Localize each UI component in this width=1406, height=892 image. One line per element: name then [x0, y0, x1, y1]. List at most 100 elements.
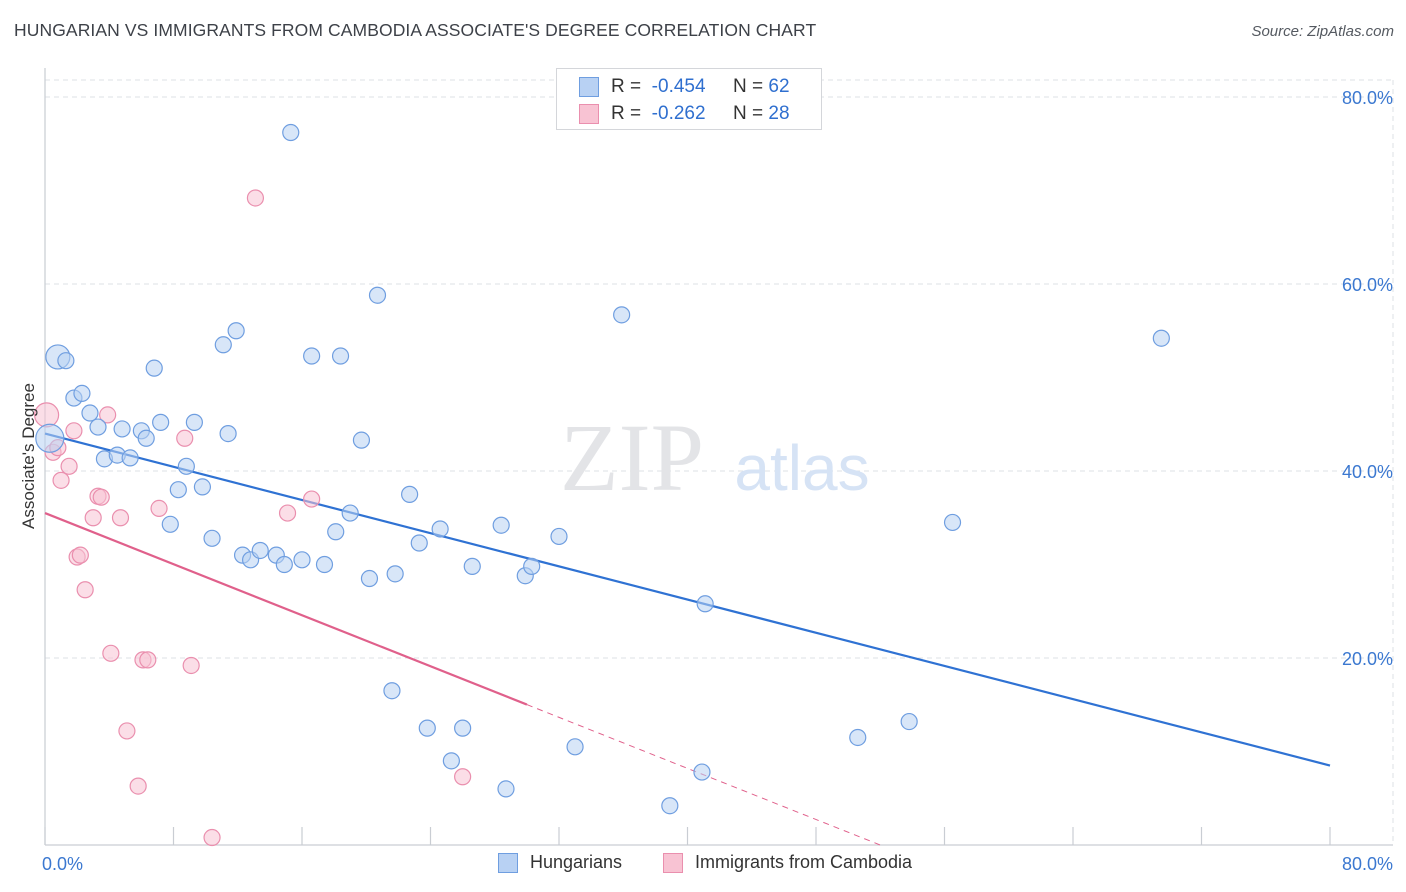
point-cambodia [34, 402, 60, 428]
watermark: ZIP atlas [560, 404, 870, 511]
point-cambodia [182, 656, 200, 675]
point-cambodia [71, 546, 89, 564]
point-hungarians [943, 513, 962, 532]
point-hungarians [383, 682, 401, 700]
source-credit: Source: ZipAtlas.com [1251, 23, 1394, 40]
point-hungarians [613, 306, 631, 324]
x-tick-label: 0.0% [42, 854, 83, 874]
point-hungarians [1152, 329, 1170, 347]
point-hungarians [185, 413, 203, 431]
point-cambodia [278, 504, 297, 522]
point-hungarians [293, 551, 311, 569]
point-cambodia [139, 651, 157, 669]
y-tick-label: 20.0% [1342, 649, 1393, 669]
n-label: N = [733, 76, 764, 97]
point-hungarians [418, 719, 436, 737]
tick-labels: 20.0% 40.0% 60.0% 80.0% 0.0% 80.0% Associate's… [19, 88, 1393, 874]
point-cambodia [246, 189, 265, 207]
point-hungarians [81, 404, 99, 422]
legend-label: Hungarians [530, 852, 623, 872]
point-hungarians [169, 481, 187, 499]
n-label: N = [733, 103, 764, 124]
point-cambodia [92, 488, 110, 506]
point-hungarians [57, 352, 75, 370]
point-hungarians [113, 420, 131, 438]
legend-item-hungarians: Hungarians [498, 852, 622, 873]
point-hungarians [661, 797, 679, 815]
point-hungarians [35, 423, 65, 453]
point-cambodia [99, 406, 117, 424]
point-cambodia [60, 457, 78, 475]
y-axis-label: Associate's Degree [19, 383, 38, 529]
point-hungarians [214, 336, 232, 354]
point-cambodia [111, 509, 130, 527]
point-hungarians [360, 569, 379, 588]
point-hungarians [193, 478, 212, 496]
point-hungarians [327, 523, 345, 541]
point-hungarians [463, 557, 481, 575]
point-cambodia [118, 722, 136, 740]
point-hungarians [331, 347, 350, 365]
point-cambodia [303, 490, 321, 508]
point-hungarians [203, 529, 221, 547]
grid-lines [45, 79, 1394, 845]
legend-swatch-blue [579, 77, 599, 97]
point-hungarians [121, 449, 139, 467]
x-tick-label: 80.0% [1342, 854, 1393, 874]
n-value: 28 [768, 103, 790, 124]
point-cambodia [65, 422, 83, 440]
legend-label: Immigrants from Cambodia [695, 852, 913, 872]
point-cambodia [203, 828, 221, 847]
point-hungarians [152, 413, 170, 431]
point-hungarians [368, 286, 387, 304]
point-hungarians [251, 541, 269, 560]
axes [44, 68, 1393, 846]
legend-swatch-pink [579, 104, 599, 124]
point-hungarians [523, 557, 541, 575]
watermark-zip: ZIP [560, 404, 704, 511]
point-cambodia [150, 499, 168, 517]
data-points [34, 123, 1170, 847]
point-hungarians [454, 719, 472, 737]
legend-row-hungarians: R = -0.454 N = 62 [579, 75, 790, 99]
point-hungarians [401, 485, 419, 503]
point-hungarians [73, 384, 91, 402]
point-cambodia [176, 429, 194, 447]
point-hungarians [386, 565, 404, 583]
point-hungarians [275, 555, 293, 574]
point-hungarians [177, 457, 195, 475]
point-cambodia [102, 644, 120, 662]
series-legend: Hungarians Immigrants from Cambodia [0, 852, 1406, 878]
point-hungarians [442, 752, 460, 770]
point-hungarians [492, 516, 510, 534]
point-cambodia [129, 777, 147, 795]
point-hungarians [161, 515, 179, 533]
n-value: 62 [768, 76, 790, 97]
point-hungarians [900, 712, 918, 731]
point-hungarians [693, 763, 711, 781]
r-value: -0.454 [651, 76, 706, 97]
point-cambodia [84, 509, 102, 527]
point-hungarians [137, 429, 155, 447]
point-hungarians [410, 534, 428, 552]
trend-line-cambodia [44, 512, 528, 706]
y-tick-label: 40.0% [1342, 462, 1393, 482]
point-hungarians [315, 555, 334, 574]
r-label: R = [611, 76, 642, 97]
legend-item-cambodia: Immigrants from Cambodia [663, 852, 912, 873]
point-hungarians [282, 123, 300, 142]
point-hungarians [341, 504, 359, 522]
watermark-atlas: atlas [734, 432, 869, 504]
point-hungarians [497, 780, 515, 798]
point-hungarians [352, 431, 371, 449]
point-hungarians [550, 527, 568, 546]
trend-line-hungarians [44, 432, 1331, 767]
chart-title: HUNGARIAN VS IMMIGRANTS FROM CAMBODIA AS… [14, 20, 817, 40]
correlation-legend: R = -0.454 N = 62 R = -0.262 N = 28 [556, 68, 822, 130]
r-label: R = [611, 103, 642, 124]
point-hungarians [89, 418, 107, 436]
point-hungarians [849, 728, 867, 747]
point-cambodia [454, 768, 472, 786]
legend-swatch-blue [498, 852, 518, 873]
